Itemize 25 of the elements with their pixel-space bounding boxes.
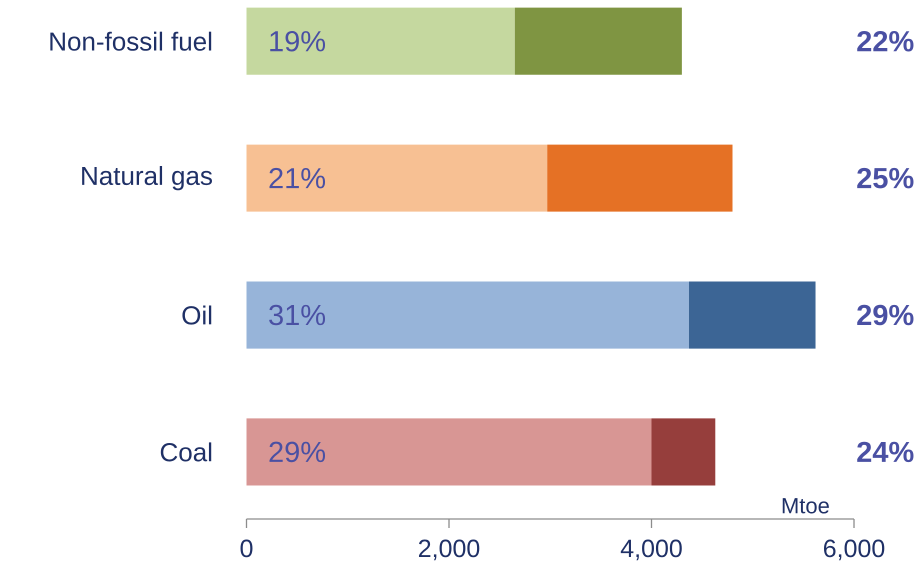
text: 22% [857, 30, 914, 52]
bar [246, 281, 689, 349]
x-tick-label: 2,000 [418, 540, 480, 560]
annotation: 31% [269, 304, 326, 326]
annotation: 29% [269, 442, 326, 462]
bar [246, 8, 515, 75]
text: 29% [857, 304, 914, 326]
bar [547, 144, 733, 212]
bar [514, 8, 682, 75]
x-axis-title: Mtoe [782, 498, 829, 514]
text: 25% [857, 168, 914, 188]
y-tick-label: Coal [160, 442, 212, 462]
bar [688, 281, 816, 349]
x-tick-label: 0 [240, 540, 252, 558]
bar [246, 418, 652, 486]
bar [652, 418, 716, 486]
annotation: 19% [270, 30, 326, 52]
x-tick-label: 6,000 [824, 540, 884, 560]
annotation: 21% [269, 168, 326, 188]
bar [246, 144, 548, 212]
y-tick-label: Oil [182, 305, 212, 325]
y-tick-label: Non-fossil fuel [50, 32, 212, 51]
x-tick-label: 4,000 [620, 540, 682, 560]
y-tick-label: Natural gas [82, 166, 212, 190]
text: 24% [857, 442, 914, 462]
